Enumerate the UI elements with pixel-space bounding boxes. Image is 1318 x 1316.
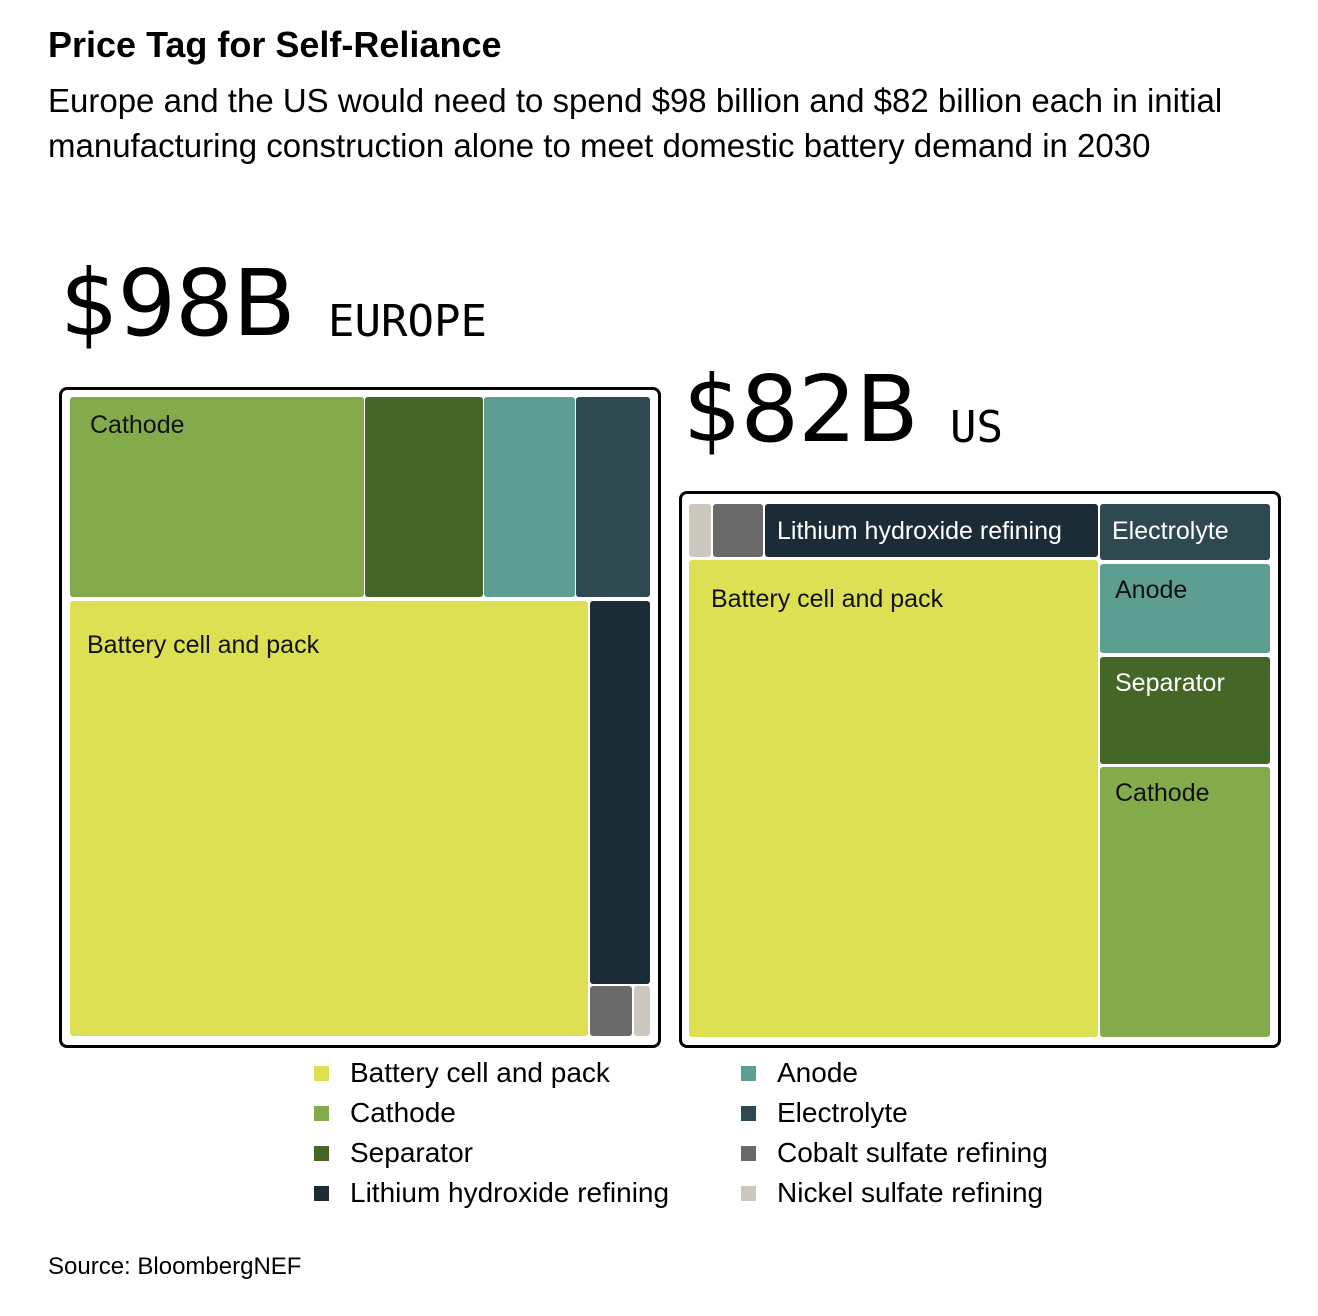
treemap-tile-battery-cell-and-pack: Battery cell and pack <box>70 601 588 1036</box>
treemap-tile-cobalt-sulfate-refining <box>590 986 632 1036</box>
legend-swatch <box>741 1065 756 1081</box>
legend-label: Lithium hydroxide refining <box>350 1177 670 1208</box>
treemap-tile-cathode: Cathode <box>1100 767 1270 1037</box>
treemap-tile-anode: Anode <box>1100 564 1270 653</box>
legend-right-column: Anode Electrolyte Cobalt sulfate refining N… <box>741 1053 1048 1213</box>
treemap-tile-electrolyte: Electrolyte <box>1100 504 1270 560</box>
legend-label: Nickel sulfate refining <box>777 1177 1044 1208</box>
legend-item: Separator <box>314 1133 669 1173</box>
treemap-tile-cathode: Cathode <box>70 397 364 597</box>
us-treemap: Battery cell and pack Cathode Separator Ano… <box>679 491 1281 1048</box>
chart-subtitle: Europe and the US would need to spend $9… <box>48 82 1223 164</box>
treemap-tile-lithium-hydroxide-refining: Lithium hydroxide refining <box>765 504 1098 557</box>
legend-item: Nickel sulfate refining <box>741 1173 1048 1213</box>
treemap-tile-nickel-sulfate-refining <box>689 504 711 557</box>
legend-label: Electrolyte <box>777 1097 908 1128</box>
treemap-tile-separator: Separator <box>1100 657 1270 764</box>
legend-label: Cobalt sulfate refining <box>777 1137 1048 1168</box>
us-region-label: US <box>950 402 1003 453</box>
treemap-tile-cobalt-sulfate-refining <box>713 504 763 557</box>
treemap-tile-battery-cell-and-pack: Battery cell and pack <box>689 560 1098 1037</box>
legend-label: Separator <box>350 1137 473 1168</box>
tile-label: Battery cell and pack <box>87 631 320 659</box>
tile-label: Cathode <box>90 411 185 439</box>
legend-item: Cathode <box>314 1093 669 1133</box>
treemap-tile-nickel-sulfate-refining <box>634 986 650 1036</box>
treemap-tile-separator <box>365 397 483 597</box>
legend-item: Cobalt sulfate refining <box>741 1133 1048 1173</box>
tile-label: Separator <box>1115 669 1225 697</box>
legend-swatch <box>741 1105 756 1121</box>
europe-total: $98B <box>60 250 296 357</box>
legend-item: Lithium hydroxide refining <box>314 1173 669 1213</box>
tile-label: Electrolyte <box>1112 517 1229 545</box>
legend-swatch <box>741 1145 756 1161</box>
europe-treemap: Battery cell and pack Cathode <box>59 387 661 1048</box>
treemap-tile-lithium-hydroxide-refining <box>590 601 650 984</box>
legend-swatch <box>314 1105 329 1121</box>
legend-left-column: Battery cell and pack Cathode Separator Lit… <box>314 1053 669 1213</box>
tile-label: Cathode <box>1115 779 1210 807</box>
tile-label: Lithium hydroxide refining <box>777 517 1062 545</box>
legend-item: Battery cell and pack <box>314 1053 669 1093</box>
treemap-tile-anode <box>484 397 575 597</box>
legend-item: Anode <box>741 1053 1048 1093</box>
us-total: $82B <box>683 356 919 463</box>
legend-swatch <box>314 1145 329 1161</box>
legend-label: Cathode <box>350 1097 456 1128</box>
legend-label: Battery cell and pack <box>350 1057 610 1088</box>
legend-swatch <box>314 1065 329 1081</box>
tile-label: Anode <box>1115 576 1188 604</box>
legend-swatch <box>741 1185 756 1201</box>
europe-region-label: EUROPE <box>328 296 487 347</box>
chart-title: Price Tag for Self-Reliance <box>48 24 502 65</box>
legend-swatch <box>314 1185 329 1201</box>
tile-label: Battery cell and pack <box>711 585 944 613</box>
legend-label: Anode <box>777 1057 858 1088</box>
treemap-tile-electrolyte <box>576 397 650 597</box>
source-note: Source: BloombergNEF <box>48 1253 302 1280</box>
legend-item: Electrolyte <box>741 1093 1048 1133</box>
